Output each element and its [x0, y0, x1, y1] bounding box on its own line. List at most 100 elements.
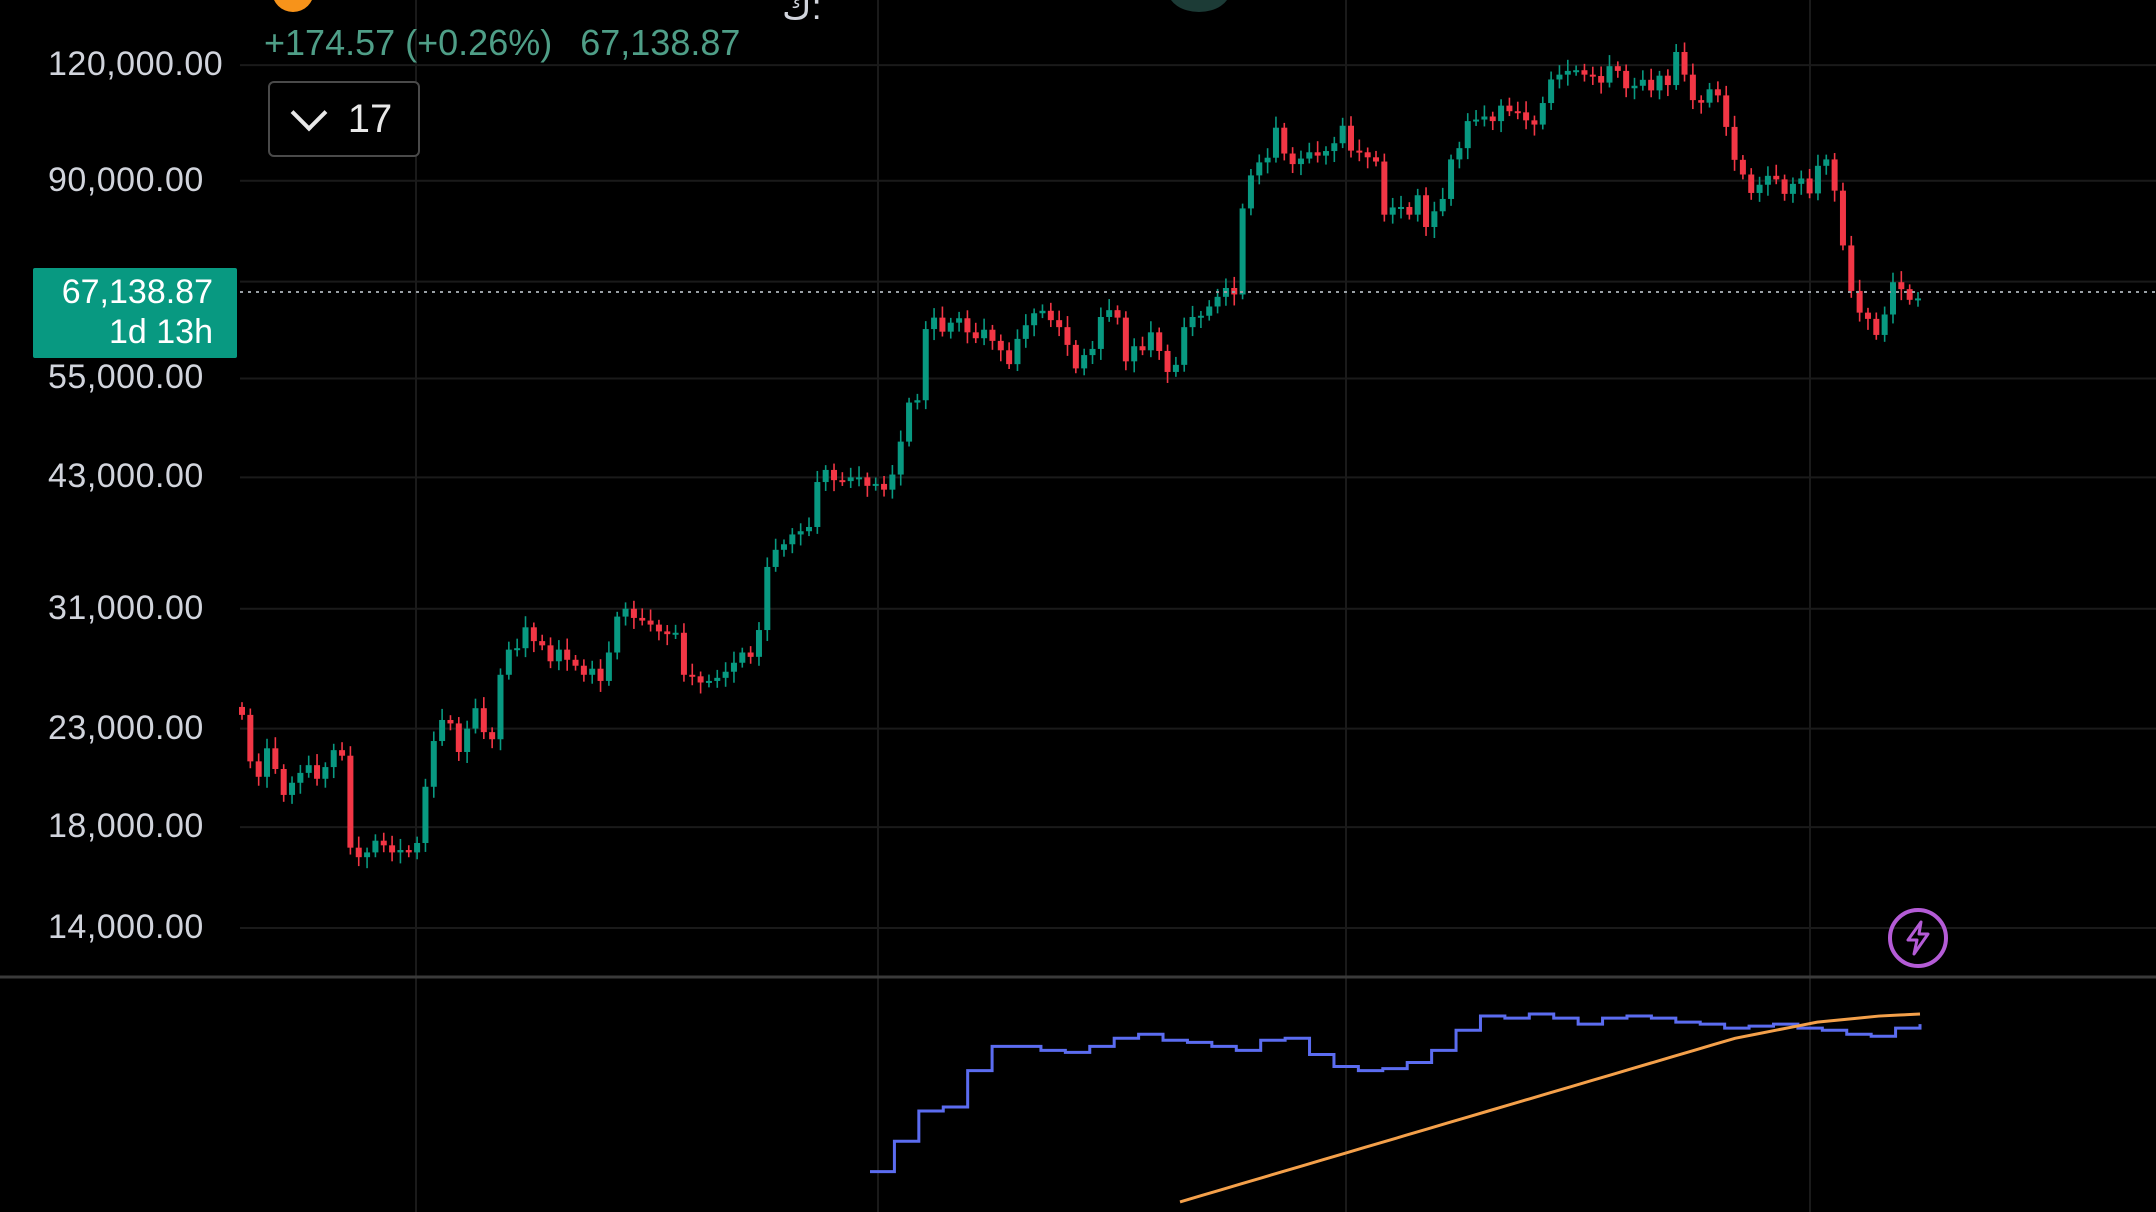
interval-dropdown-button[interactable]: 17 — [268, 81, 420, 157]
candle-body — [322, 767, 329, 779]
candle-body — [1389, 207, 1396, 215]
candle-body — [1889, 282, 1896, 315]
candle-body — [1239, 208, 1246, 295]
candle-body — [539, 641, 546, 646]
candle-body — [739, 652, 746, 663]
candle-body — [981, 329, 988, 339]
candle-body — [672, 632, 679, 635]
candle-body — [1331, 143, 1338, 152]
candle-body — [789, 534, 796, 545]
candle-body — [1314, 152, 1321, 156]
candle-body — [380, 840, 387, 846]
indicator-slow-line — [1179, 1012, 1921, 1204]
status-circle-icon[interactable] — [1168, 0, 1230, 12]
candle-body — [1731, 126, 1738, 160]
candle-body — [814, 482, 821, 527]
candle-body — [997, 340, 1004, 351]
candle-body — [1081, 355, 1088, 369]
candle-body — [1698, 100, 1705, 103]
candle-body — [1673, 52, 1680, 86]
candle-body — [480, 708, 487, 733]
price-axis-tick: 18,000.00 — [48, 807, 204, 846]
price-axis-tick: 90,000.00 — [48, 160, 204, 199]
candle-body — [1181, 327, 1188, 365]
candle-body — [780, 544, 787, 550]
candle-body — [1164, 350, 1171, 372]
candle-body — [1356, 150, 1363, 153]
candle-body — [1573, 70, 1580, 73]
candle-body — [1748, 174, 1755, 193]
candle-body — [1898, 282, 1905, 290]
candle-body — [289, 782, 296, 795]
candle-body — [1039, 310, 1046, 314]
candle-body — [1681, 52, 1688, 75]
candle-body — [1322, 151, 1329, 156]
candle-body — [1439, 198, 1446, 212]
candle-body — [1864, 312, 1871, 319]
candle-body — [305, 765, 312, 773]
candle-body — [1498, 105, 1505, 122]
candle-body — [1481, 116, 1488, 120]
candle-body — [1806, 178, 1813, 194]
candle-body — [547, 645, 554, 662]
candle-body — [630, 608, 637, 618]
candle-body — [1131, 346, 1138, 362]
candle-body — [1706, 89, 1713, 103]
candle-body — [1448, 159, 1455, 199]
candle-body — [1139, 346, 1146, 351]
candle-body — [1915, 298, 1921, 301]
interval-count: 17 — [347, 96, 393, 141]
candle-body — [1589, 74, 1596, 77]
bitcoin-logo-icon — [272, 0, 314, 12]
candle-body — [1564, 70, 1571, 75]
candle-body — [1423, 195, 1430, 228]
candle-body — [655, 624, 662, 632]
candle-body — [1514, 111, 1521, 114]
candle-body — [1473, 119, 1480, 122]
candle-body — [430, 741, 437, 787]
candle-body — [1781, 179, 1788, 194]
price-axis-tick: 23,000.00 — [48, 708, 204, 747]
symbol-title-partial: ك: — [782, 0, 822, 27]
lightning-icon[interactable] — [1888, 908, 1948, 968]
candle-body — [1398, 206, 1405, 209]
candle-body — [1831, 159, 1838, 191]
candle-body — [1606, 66, 1613, 83]
candle-body — [1339, 125, 1346, 144]
candle-body — [522, 627, 529, 649]
candle-body — [1031, 313, 1038, 326]
candle-body — [247, 714, 254, 762]
candle-body — [1431, 211, 1438, 228]
candle-body — [1047, 310, 1054, 321]
candle-body — [1364, 152, 1371, 158]
candle-body — [1214, 296, 1221, 307]
candle-body — [1614, 66, 1621, 71]
candle-body — [1814, 165, 1821, 194]
candle-body — [489, 732, 496, 740]
candle-body — [722, 671, 729, 678]
candle-body — [1256, 162, 1263, 176]
candle-body — [1531, 120, 1538, 125]
candle-body — [1172, 364, 1179, 372]
candle-body — [1106, 310, 1113, 317]
candle-body — [1723, 95, 1730, 127]
price-axis-tick: 120,000.00 — [48, 45, 224, 84]
candle-body — [1648, 79, 1655, 91]
candle-body — [647, 620, 654, 625]
candle-body — [956, 318, 963, 323]
candle-body — [889, 474, 896, 490]
candle-body — [897, 441, 904, 475]
candle-body — [1064, 327, 1071, 345]
candle-body — [856, 477, 863, 480]
candle-body — [1306, 152, 1313, 159]
candle-body — [881, 483, 888, 490]
candle-body — [439, 719, 446, 742]
candle-body — [1414, 195, 1421, 215]
last-price: 67,138.87 — [580, 22, 741, 63]
candle-body — [1197, 315, 1204, 318]
candle-body — [297, 772, 304, 783]
candle-body — [372, 840, 379, 853]
candle-body — [1097, 316, 1104, 349]
candle-body — [355, 847, 362, 858]
